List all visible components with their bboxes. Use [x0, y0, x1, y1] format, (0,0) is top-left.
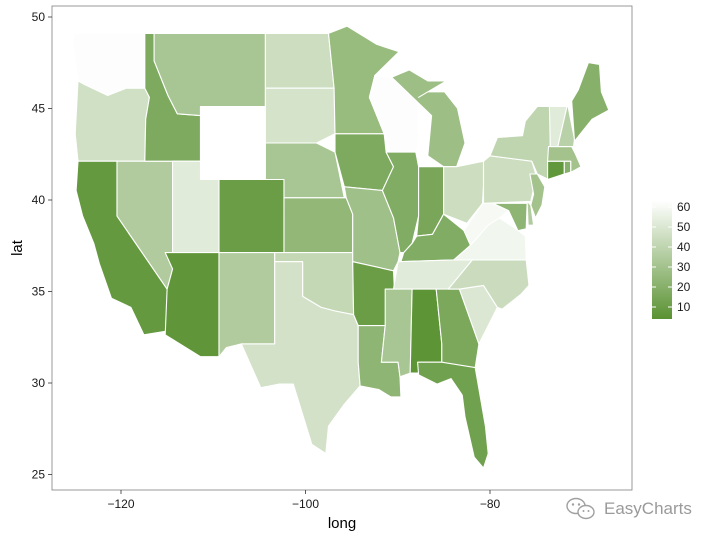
legend-label: 10 — [677, 300, 691, 314]
state-delaware — [526, 200, 535, 226]
state-wyoming — [199, 105, 266, 181]
y-tick-label: 50 — [32, 10, 46, 24]
state-maine — [571, 62, 610, 142]
state-new-jersey — [529, 173, 546, 219]
state-colorado — [218, 178, 285, 254]
watermark: EasyCharts — [566, 497, 692, 520]
state-new-mexico — [218, 252, 276, 358]
state-north-dakota — [264, 32, 335, 89]
watermark-text: EasyCharts — [604, 499, 692, 518]
legend: 60 50 40 30 20 10 — [652, 200, 691, 319]
x-axis: −120 −100 −80 — [107, 490, 501, 511]
legend-label: 60 — [677, 200, 691, 214]
y-tick-label: 30 — [32, 376, 46, 390]
state-regions — [72, 25, 610, 469]
y-axis-title: lat — [9, 239, 26, 256]
state-kansas — [283, 197, 354, 254]
y-tick-label: 45 — [32, 102, 46, 116]
state-massachusetts — [547, 146, 582, 173]
state-south-dakota — [264, 87, 336, 144]
legend-label: 40 — [677, 240, 691, 254]
state-new-hampshire — [557, 100, 576, 148]
state-texas — [240, 261, 361, 455]
state-illinois — [381, 151, 420, 254]
y-tick-label: 40 — [32, 193, 46, 207]
state-florida — [417, 361, 489, 469]
y-axis: 25 30 35 40 45 50 — [32, 10, 52, 482]
y-tick-label: 35 — [32, 285, 46, 299]
y-tick-label: 25 — [32, 468, 46, 482]
x-axis-title: long — [328, 515, 356, 532]
legend-label: 50 — [677, 220, 691, 234]
x-tick-label: −120 — [107, 497, 134, 511]
wechat-icon — [566, 497, 595, 520]
state-michigan — [391, 69, 466, 168]
legend-label: 20 — [677, 280, 691, 294]
legend-colorbar — [652, 201, 672, 319]
x-tick-label: −100 — [292, 497, 319, 511]
legend-label: 30 — [677, 260, 691, 274]
state-pennsylvania — [482, 155, 537, 204]
x-tick-label: −80 — [480, 497, 501, 511]
state-maryland — [492, 202, 528, 232]
state-rhode-island — [563, 160, 572, 175]
state-iowa — [334, 133, 395, 192]
